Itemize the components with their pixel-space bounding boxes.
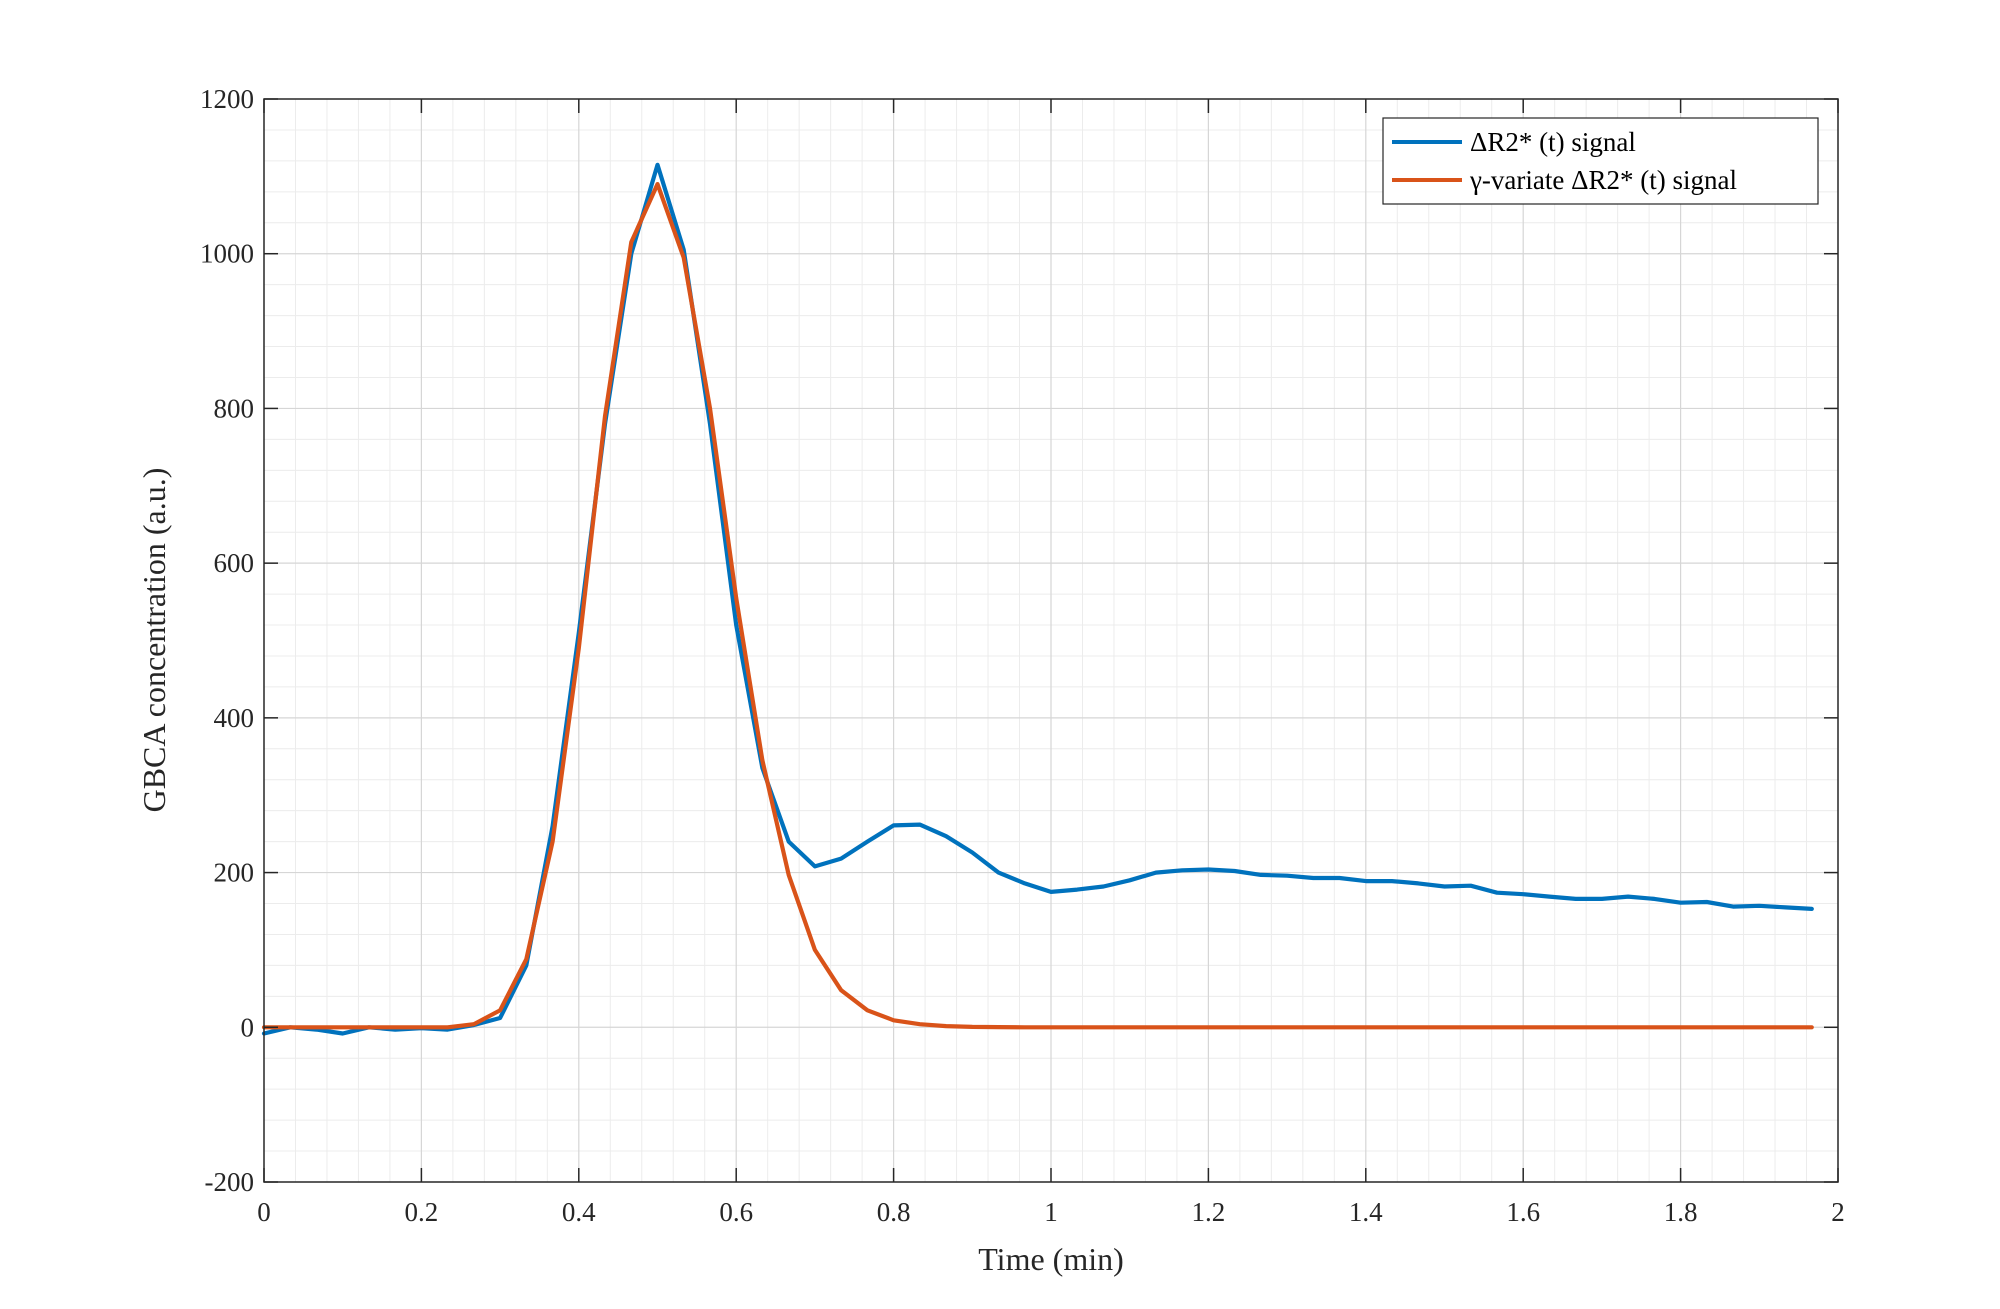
- x-tick-label: 0.4: [562, 1197, 596, 1227]
- x-tick-label: 0.8: [877, 1197, 911, 1227]
- legend: ΔR2* (t) signal γ-variate ΔR2* (t) signa…: [1382, 117, 1819, 205]
- legend-label-1: γ-variate ΔR2* (t) signal: [1469, 165, 1737, 195]
- series-layer: [261, 162, 1814, 1036]
- y-axis-title: GBCA concentration (a.u.): [136, 468, 172, 813]
- y-tick-label: -200: [205, 1167, 255, 1197]
- series-line-0: [261, 162, 1814, 1036]
- y-tick-label: 800: [214, 393, 255, 423]
- legend-box: [1382, 117, 1819, 205]
- x-tick-label: 1.4: [1349, 1197, 1383, 1227]
- y-tick-label: 600: [214, 548, 255, 578]
- y-tick-label: 200: [214, 858, 255, 888]
- series-line-1: [261, 182, 1814, 1030]
- x-tick-label: 1: [1044, 1197, 1058, 1227]
- x-tick-label: 2: [1831, 1197, 1845, 1227]
- x-tick-label: 1.8: [1664, 1197, 1698, 1227]
- y-tick-label: 1000: [200, 239, 254, 269]
- x-tick-label: 1.6: [1506, 1197, 1540, 1227]
- x-tick-label: 0.6: [719, 1197, 753, 1227]
- legend-label-0: ΔR2* (t) signal: [1470, 127, 1636, 157]
- ticks: [263, 98, 1839, 1183]
- x-tick-label: 0: [257, 1197, 271, 1227]
- y-tick-label: 400: [214, 703, 255, 733]
- y-tick-label: 1200: [200, 84, 254, 114]
- x-tick-label: 0.2: [405, 1197, 439, 1227]
- y-tick-labels: -200 0 200 400 600 800 1000 1200: [200, 84, 254, 1197]
- x-axis-title: Time (min): [978, 1241, 1124, 1277]
- y-tick-label: 0: [241, 1012, 255, 1042]
- x-tick-label: 1.2: [1192, 1197, 1226, 1227]
- x-tick-labels: 0 0.2 0.4 0.6 0.8 1 1.2 1.4 1.6 1.8 2: [257, 1197, 1845, 1227]
